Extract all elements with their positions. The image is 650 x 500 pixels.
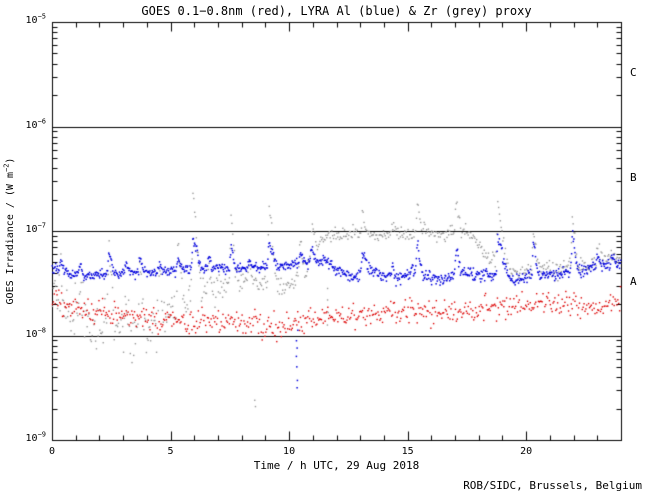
y-tick-label: 10−6 xyxy=(25,117,46,131)
y-tick-label: 10−5 xyxy=(25,12,46,26)
y-tick-exponent: −9 xyxy=(37,430,46,439)
x-tick-label: 10 xyxy=(283,446,296,457)
y-axis-label-exponent: −2 xyxy=(2,163,11,173)
x-tick-label: 20 xyxy=(520,446,533,457)
x-tick-label: 15 xyxy=(401,446,414,457)
flare-class-label-a: A xyxy=(630,275,637,289)
y-tick-exponent: −6 xyxy=(37,117,46,126)
y-axis-label-close: ) xyxy=(5,157,16,164)
y-tick-exponent: −7 xyxy=(37,221,46,230)
x-axis-label: Time / h UTC, 29 Aug 2018 xyxy=(253,459,420,472)
y-axis-label-text: GOES Irradiance / (W m xyxy=(5,172,16,305)
y-tick-exponent: −5 xyxy=(37,12,46,21)
credit-text: ROB/SIDC, Brussels, Belgium xyxy=(463,479,642,492)
y-tick-exponent: −8 xyxy=(37,326,46,335)
x-tick-label: 0 xyxy=(48,446,56,457)
y-tick-label: 10−7 xyxy=(25,221,46,235)
flare-class-label-c: C xyxy=(630,66,637,80)
y-tick-label: 10−8 xyxy=(25,326,46,340)
y-tick-label: 10−9 xyxy=(25,430,46,444)
chart-title: GOES 0.1−0.8nm (red), LYRA Al (blue) & Z… xyxy=(141,4,532,18)
flare-class-label-b: B xyxy=(630,170,637,184)
x-tick-label: 5 xyxy=(167,446,174,457)
